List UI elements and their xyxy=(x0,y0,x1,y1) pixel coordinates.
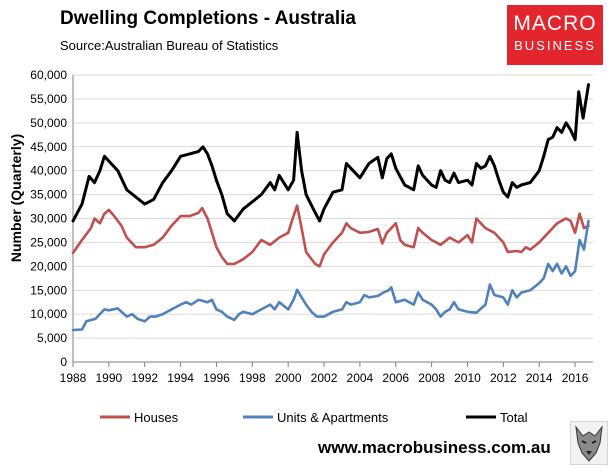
y-tick-label: 20,000 xyxy=(30,259,67,273)
y-tick-label: 0 xyxy=(60,355,67,369)
x-tick-label: 1988 xyxy=(60,371,87,385)
x-tick-label: 2010 xyxy=(454,371,481,385)
y-axis-label: Number (Quarterly) xyxy=(8,134,24,262)
x-tick-label: 1998 xyxy=(239,371,266,385)
x-tick-label: 2000 xyxy=(275,371,302,385)
chart-subtitle: Source:Australian Bureau of Statistics xyxy=(60,38,279,53)
x-tick-label: 2012 xyxy=(490,371,517,385)
x-tick-label: 1990 xyxy=(96,371,123,385)
wolf-logo-icon xyxy=(570,421,608,465)
y-tick-label: 40,000 xyxy=(30,164,67,178)
macrobusiness-logo: MACRO BUSINESS xyxy=(507,5,603,65)
x-tick-label: 2014 xyxy=(526,371,553,385)
x-tick-label: 1994 xyxy=(167,371,194,385)
series-line-total xyxy=(71,83,590,223)
series-lines xyxy=(71,83,590,332)
y-tick-labels: 0 5,000 10,000 15,000 20,000 25,000 30,000 35,0… xyxy=(30,68,67,369)
legend-label-units-apartments: Units & Apartments xyxy=(277,410,389,425)
x-tick-label: 1996 xyxy=(203,371,230,385)
y-tick-label: 45,000 xyxy=(30,140,67,154)
y-tick-label: 15,000 xyxy=(30,283,67,297)
x-tick-label: 1992 xyxy=(131,371,158,385)
x-tick-label: 2006 xyxy=(382,371,409,385)
chart-title: Dwelling Completions - Australia xyxy=(60,8,356,29)
series-line-units-apartments xyxy=(71,219,590,332)
x-tick-label: 2008 xyxy=(418,371,445,385)
x-tick-label: 2002 xyxy=(311,371,338,385)
website-url: www.macrobusiness.com.au xyxy=(318,438,551,457)
axes xyxy=(72,75,593,367)
logo-line-1: MACRO xyxy=(513,12,597,35)
series-line-houses xyxy=(71,204,590,268)
y-tick-label: 50,000 xyxy=(30,116,67,130)
y-tick-label: 30,000 xyxy=(30,212,67,226)
y-tick-label: 35,000 xyxy=(30,188,67,202)
y-tick-label: 60,000 xyxy=(30,68,67,82)
logo-line-2: BUSINESS xyxy=(514,38,596,53)
legend-label-houses: Houses xyxy=(134,410,179,425)
legend-label-total: Total xyxy=(500,410,528,425)
y-tick-label: 5,000 xyxy=(37,331,67,345)
y-tick-label: 25,000 xyxy=(30,235,67,249)
y-tick-label: 55,000 xyxy=(30,92,67,106)
x-tick-labels: 1988 1990 1992 1994 1996 1998 2000 2002 2004 2006… xyxy=(60,371,589,385)
x-tick-label: 2004 xyxy=(347,371,374,385)
y-tick-label: 10,000 xyxy=(30,307,67,321)
legend: Houses Units & Apartments Total xyxy=(100,410,528,425)
gridlines xyxy=(73,74,593,339)
x-tick-label: 2016 xyxy=(562,371,589,385)
